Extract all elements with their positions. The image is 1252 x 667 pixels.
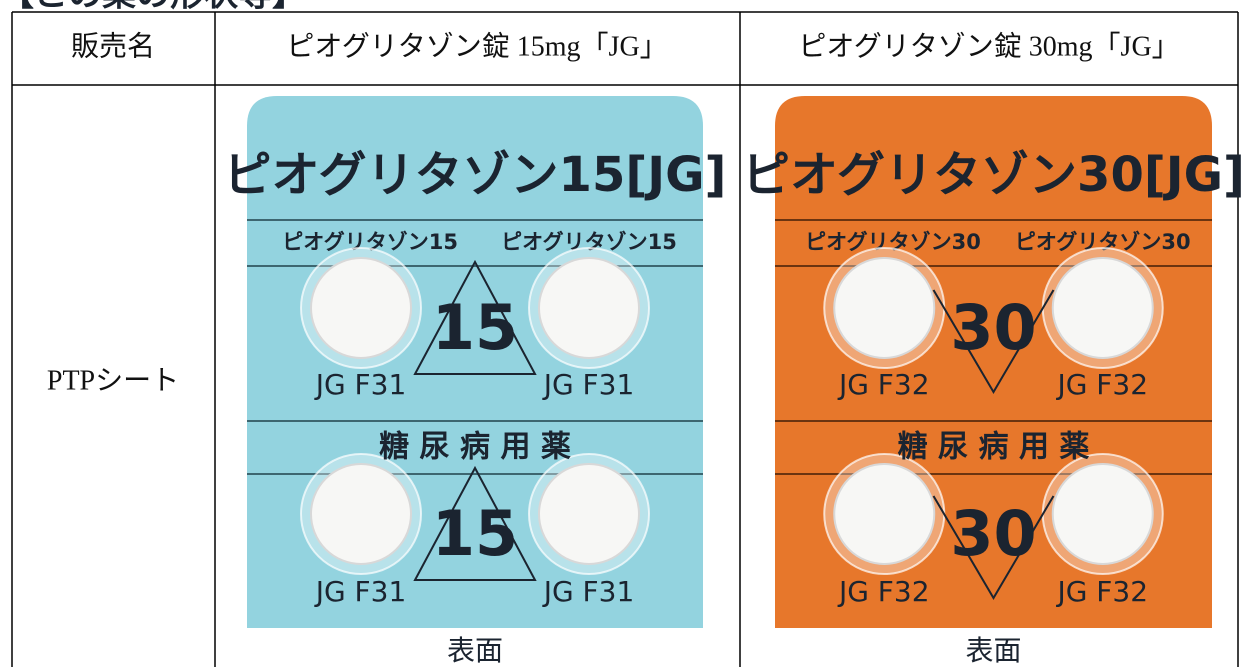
tablet <box>833 463 936 565</box>
strip-label: ピオグリタゾン30 <box>805 230 981 254</box>
triangle-mark <box>413 465 537 581</box>
row-label: PTPシート <box>47 365 179 396</box>
imprint: JG F31 <box>314 575 407 608</box>
tablet <box>833 257 936 359</box>
tablet <box>1051 257 1154 359</box>
strength-mark: 15 <box>432 497 518 570</box>
tablet <box>310 257 412 359</box>
imprint: JG F31 <box>314 368 407 401</box>
strength-mark: 15 <box>432 291 518 364</box>
imprint: JG F31 <box>542 575 635 608</box>
header-cell: ピオグリタゾン錠 15mg「JG」 <box>286 30 667 62</box>
imprint: JG F32 <box>1055 575 1148 608</box>
header-cell: ピオグリタゾン錠 30mg「JG」 <box>798 30 1179 62</box>
tablet <box>538 463 640 565</box>
band-text: 糖 尿 病 用 薬 <box>898 430 1090 465</box>
imprint: JG F32 <box>1055 368 1148 401</box>
imprint: JG F32 <box>837 368 930 401</box>
heading: 【この薬の形状等】 <box>0 0 306 15</box>
tablet <box>538 257 640 359</box>
tablet <box>1051 463 1154 565</box>
triangle-mark <box>413 259 537 375</box>
table-grid <box>11 11 1239 667</box>
caption: 表面 <box>447 634 503 667</box>
strength-mark: 30 <box>950 291 1036 364</box>
strength-mark: 30 <box>950 497 1036 570</box>
strip-label: ピオグリタゾン15 <box>282 230 458 254</box>
imprint: JG F32 <box>837 575 930 608</box>
triangle-mark <box>932 495 1055 600</box>
strip-label: ピオグリタゾン15 <box>501 230 677 254</box>
header-cell: 販売名 <box>71 30 155 62</box>
sheet-title: ピオグリタゾン15[JG] <box>224 147 727 203</box>
tablet <box>310 463 412 565</box>
imprint: JG F31 <box>542 368 635 401</box>
caption: 表面 <box>965 634 1021 667</box>
band-text: 糖 尿 病 用 薬 <box>379 430 571 465</box>
sheet-title: ピオグリタゾン30[JG] <box>742 147 1245 203</box>
triangle-mark <box>932 289 1055 394</box>
strip-label: ピオグリタゾン30 <box>1015 230 1191 254</box>
